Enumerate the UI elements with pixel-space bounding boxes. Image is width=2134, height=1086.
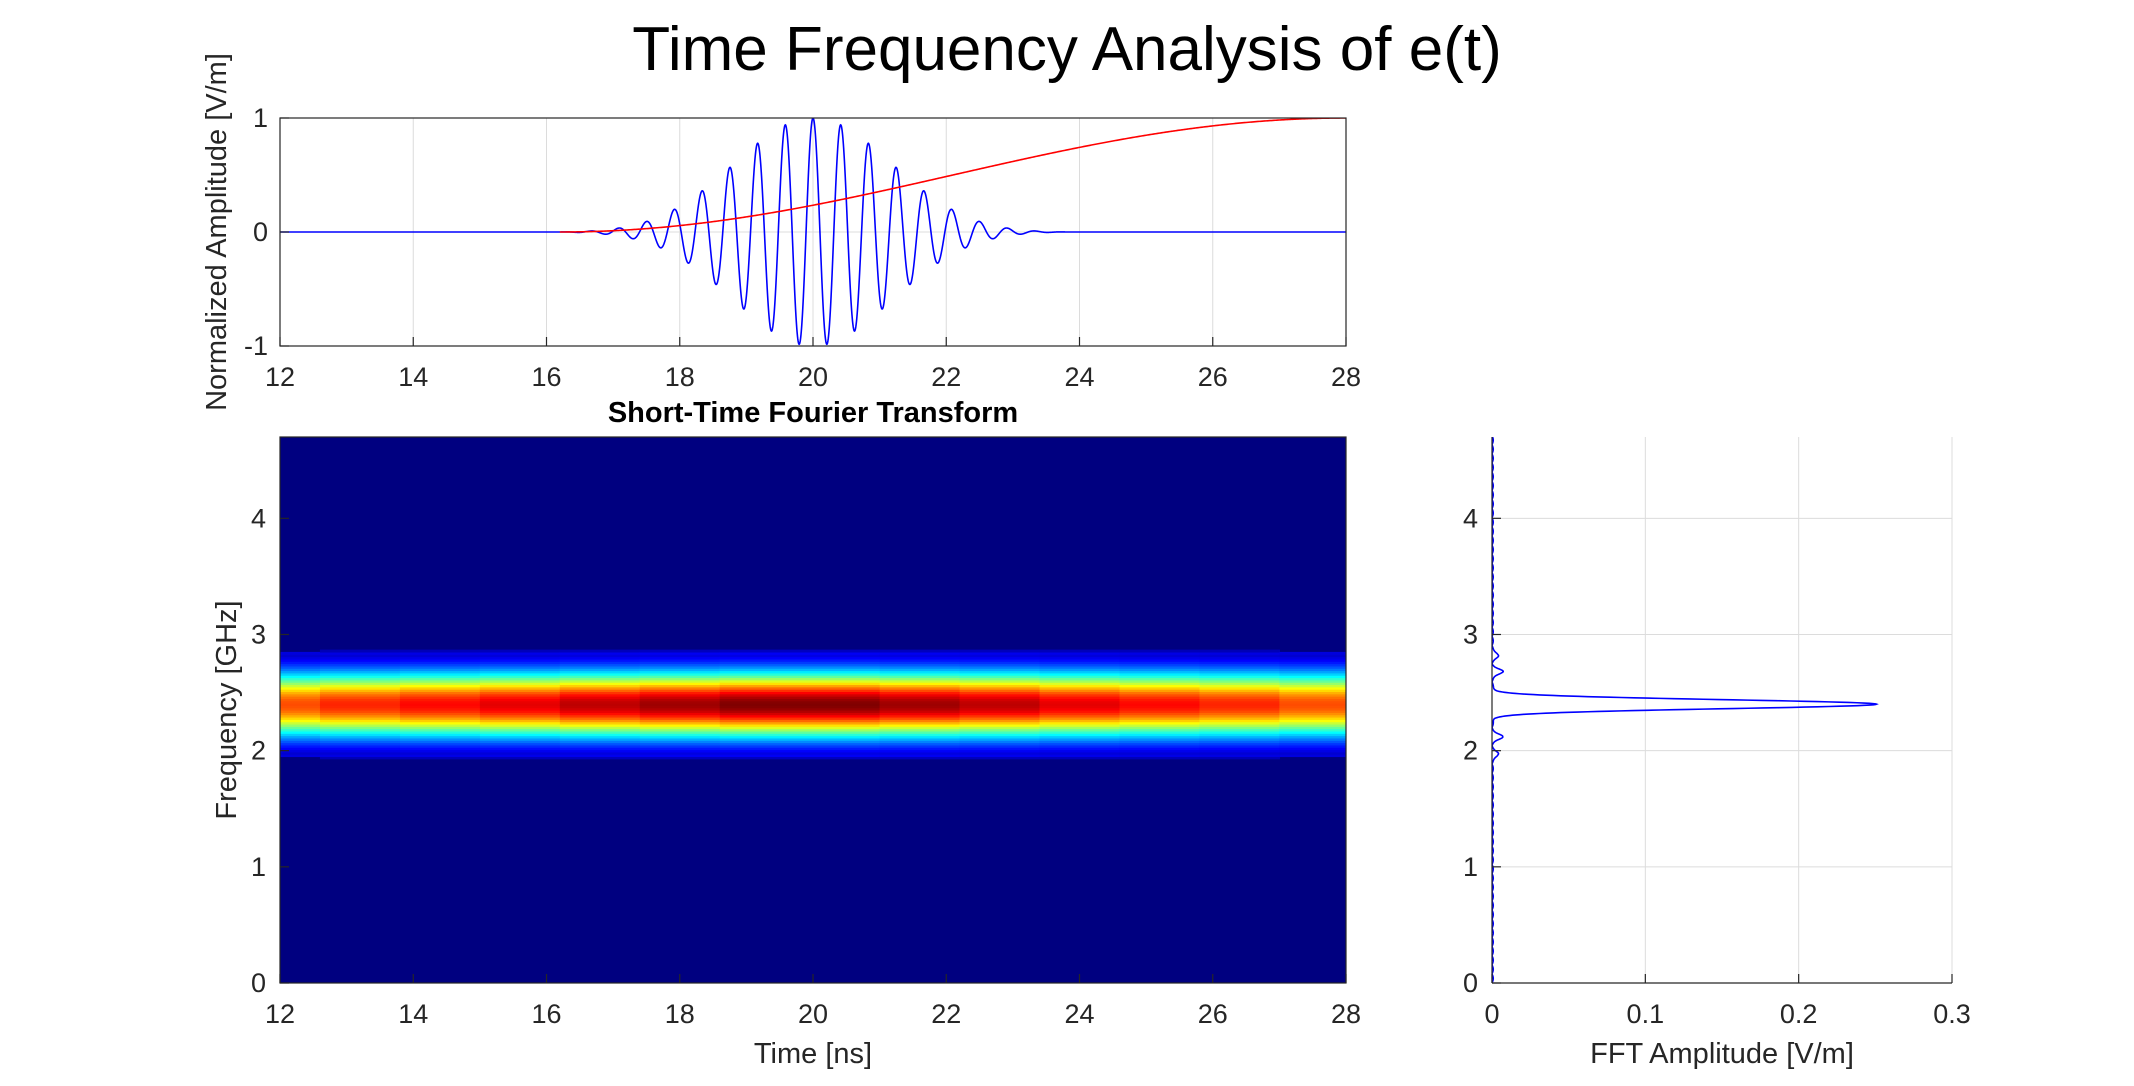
signal-x-ticks: 12 14 16 18 20 22 24 26 28 [265,337,1361,392]
spectrum-y-ticks: 0 1 2 3 4 [1463,503,1501,998]
signal-y-tick-label: -1 [244,331,268,361]
signal-x-tick-label: 28 [1331,362,1361,392]
signal-y-ticks: -1 0 1 [244,103,289,361]
signal-x-tick-label: 20 [798,362,828,392]
signal-x-tick-label: 24 [1064,362,1094,392]
stft-y-tick-label: 4 [251,503,266,533]
spectrum-x-tick-label: 0.2 [1780,999,1818,1029]
stft-x-axis-label: Time [ns] [754,1038,872,1070]
spectrum-y-tick-label: 1 [1463,852,1478,882]
signal-y-axis-label: Normalized Amplitude [V/m] [201,53,233,411]
stft-y-ticks: 0 1 2 3 4 [251,503,289,998]
stft-title: Short-Time Fourier Transform [608,397,1018,429]
signal-x-tick-label: 18 [665,362,695,392]
spectrum-y-tick-label: 2 [1463,736,1478,766]
stft-y-tick-label: 2 [251,736,266,766]
signal-waveform-line [280,118,1346,346]
spectrum-x-tick-label: 0.3 [1933,999,1971,1029]
signal-axes: 12 14 16 18 20 22 24 26 28 -1 0 1 Normalized Ampli… [201,53,1361,411]
signal-y-tick-label: 1 [253,103,268,133]
spectrum-axes: 0 0.1 0.2 0.3 0 1 2 3 4 FFT Amplitude [V/m] [1463,437,1971,1070]
spectrum-x-axis-label: FFT Amplitude [V/m] [1590,1038,1854,1070]
spectrum-x-tick-label: 0 [1484,999,1499,1029]
spectrum-x-tick-label: 0.1 [1627,999,1665,1029]
stft-heatmap [280,437,1346,983]
stft-x-tick-label: 22 [931,999,961,1029]
signal-x-tick-label: 16 [531,362,561,392]
signal-y-tick-label: 0 [253,217,268,247]
spectrum-x-ticks: 0 0.1 0.2 0.3 [1484,974,1971,1029]
stft-x-tick-label: 26 [1198,999,1228,1029]
stft-x-tick-label: 24 [1064,999,1094,1029]
signal-x-tick-label: 26 [1198,362,1228,392]
stft-x-ticks: 12 14 16 18 20 22 24 26 28 [265,974,1361,1029]
stft-y-tick-label: 0 [251,968,266,998]
stft-x-tick-label: 28 [1331,999,1361,1029]
stft-y-tick-label: 1 [251,852,266,882]
stft-x-tick-label: 12 [265,999,295,1029]
stft-x-tick-label: 16 [531,999,561,1029]
signal-x-tick-label: 12 [265,362,295,392]
signal-x-tick-label: 22 [931,362,961,392]
spectrum-y-tick-label: 0 [1463,968,1478,998]
stft-x-tick-label: 20 [798,999,828,1029]
stft-x-tick-label: 14 [398,999,428,1029]
figure-title: Time Frequency Analysis of e(t) [632,15,1502,84]
spectrum-y-tick-label: 4 [1463,503,1478,533]
signal-envelope-line [559,118,1346,233]
stft-axes: Short-Time Fourier Transform 12 14 16 18 20 2… [211,397,1361,1070]
signal-x-tick-label: 14 [398,362,428,392]
stft-y-tick-label: 3 [251,619,266,649]
stft-y-axis-label: Frequency [GHz] [211,600,243,819]
spectrum-y-tick-label: 3 [1463,619,1478,649]
stft-x-tick-label: 18 [665,999,695,1029]
